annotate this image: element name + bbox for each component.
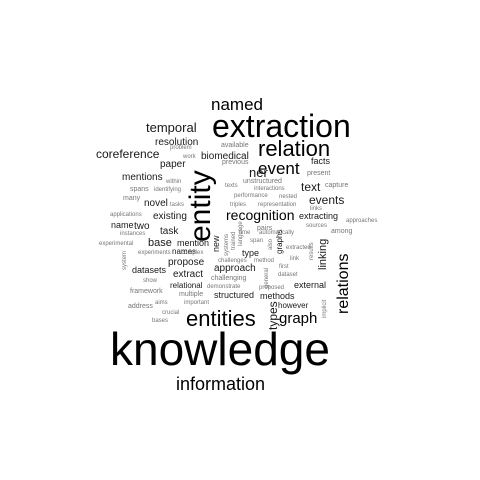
word-previous: previous: [222, 159, 249, 166]
word-systems: systems: [224, 233, 230, 256]
word-interactions: interactions: [254, 186, 285, 192]
word-methods: methods: [260, 291, 295, 301]
word-among: among: [331, 228, 353, 235]
word-however: however: [278, 301, 309, 310]
word-multiple: multiple: [179, 291, 204, 298]
word-facts: facts: [311, 156, 331, 166]
word-links: links: [310, 206, 323, 212]
word-relational: relational: [170, 281, 203, 290]
word-mentions: mentions: [122, 172, 163, 183]
word-external: external: [294, 280, 327, 290]
word-general: general: [264, 267, 270, 288]
word-linking: linking: [317, 238, 329, 270]
word-entities: entities: [186, 306, 256, 331]
word-biomedical: biomedical: [201, 151, 249, 162]
word-relation: relation: [258, 136, 331, 161]
word-paper: paper: [160, 159, 186, 170]
word-text: text: [301, 180, 321, 194]
word-address: address: [128, 303, 153, 310]
word-present: present: [307, 170, 331, 177]
word-extracted: extracted: [286, 245, 311, 251]
word-time: time: [239, 230, 251, 236]
word-system: system: [122, 250, 128, 270]
word-link: link: [290, 256, 300, 262]
word-experiments: experiments: [138, 250, 171, 256]
word-knowledge: knowledge: [110, 323, 330, 375]
word-relations: relations: [335, 253, 352, 314]
word-identifying: identifying: [154, 187, 182, 193]
word-problem: problem: [170, 145, 192, 151]
word-spans: spans: [130, 186, 149, 193]
word-demonstrate: demonstrate: [207, 284, 241, 290]
word-two: two: [134, 221, 150, 232]
word-trained: trained: [231, 231, 237, 250]
word-mention: mention: [177, 238, 210, 248]
word-sources: sources: [306, 223, 328, 229]
word-texts: texts: [225, 183, 238, 189]
word-approaches: approaches: [346, 218, 378, 224]
word-event: event: [258, 159, 300, 178]
word-temporal: temporal: [146, 120, 197, 135]
word-span: span: [250, 238, 264, 244]
word-tasks: tasks: [170, 202, 185, 208]
word-extracting: extracting: [299, 211, 339, 221]
word-show: show: [143, 278, 158, 284]
word-implicit: implicit: [322, 299, 328, 318]
word-recognition: recognition: [226, 207, 295, 223]
word-entity: entity: [184, 170, 217, 242]
word-complex: complex: [181, 250, 204, 256]
word-datasets: datasets: [132, 265, 167, 275]
word-challenges: challenges: [218, 258, 247, 264]
word-many: many: [123, 195, 141, 202]
word-performance: performance: [234, 193, 268, 199]
word-task: task: [160, 226, 179, 237]
word-aims: aims: [155, 300, 168, 306]
word-also: also: [268, 238, 274, 250]
word-triples: triples: [230, 202, 247, 208]
word-structured: structured: [214, 290, 255, 300]
word-dataset: dataset: [278, 272, 298, 278]
word-propose: propose: [168, 257, 205, 268]
word-existing: existing: [153, 211, 187, 222]
word-instances: instances: [120, 231, 146, 237]
word-within: within: [166, 179, 182, 185]
word-unstructured: unstructured: [243, 178, 282, 185]
word-base: base: [148, 237, 172, 249]
word-automatically: automatically: [259, 230, 295, 236]
word-work: work: [183, 154, 196, 160]
word-resolution: resolution: [155, 137, 199, 148]
word-new: new: [211, 235, 221, 252]
word-novel: novel: [144, 198, 168, 209]
word-extraction: extraction: [212, 108, 351, 144]
word-pairs: pairs: [257, 225, 273, 232]
word-graph: graph: [279, 310, 318, 327]
word-available: available: [221, 142, 249, 149]
word-information: information: [176, 374, 266, 394]
word-capture: capture: [325, 182, 349, 189]
word-first: first: [279, 264, 289, 270]
word-name: name: [111, 220, 134, 230]
word-important: important: [184, 300, 210, 306]
word-representation: representation: [258, 202, 297, 208]
word-bases: bases: [152, 318, 169, 324]
word-applications: applications: [110, 212, 142, 218]
word-extract: extract: [173, 269, 204, 280]
word-experimental: experimental: [99, 241, 134, 247]
word-crucial: crucial: [162, 310, 180, 316]
word-framework: framework: [130, 288, 163, 295]
word-named: named: [211, 95, 263, 114]
word-nested: nested: [279, 194, 298, 200]
word-challenging: challenging: [211, 275, 247, 282]
word-approach: approach: [214, 263, 256, 274]
word-names: names: [172, 247, 197, 256]
word-method: method: [254, 258, 275, 264]
word-coreference: coreference: [96, 147, 160, 161]
word-type: type: [242, 248, 260, 258]
word-events: events: [309, 193, 345, 207]
word-ner: ner: [249, 165, 268, 180]
word-proposed: proposed: [259, 285, 285, 291]
